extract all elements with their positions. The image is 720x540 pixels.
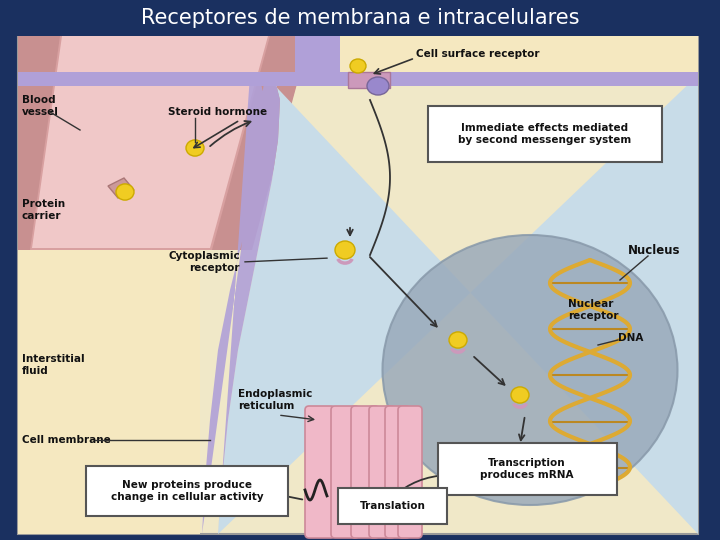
Text: Cell membrane: Cell membrane: [22, 435, 111, 445]
Polygon shape: [212, 36, 310, 250]
Text: DNA: DNA: [618, 333, 644, 343]
Polygon shape: [108, 178, 134, 198]
Polygon shape: [18, 36, 698, 80]
FancyBboxPatch shape: [385, 406, 410, 538]
FancyBboxPatch shape: [398, 406, 422, 538]
FancyBboxPatch shape: [369, 406, 395, 538]
FancyBboxPatch shape: [351, 406, 379, 538]
FancyBboxPatch shape: [0, 0, 720, 36]
Polygon shape: [202, 75, 280, 534]
Text: Protein
carrier: Protein carrier: [22, 199, 65, 221]
Text: Endoplasmic
reticulum: Endoplasmic reticulum: [238, 389, 312, 411]
Text: Blood
vessel: Blood vessel: [22, 95, 59, 117]
Polygon shape: [295, 36, 340, 80]
Ellipse shape: [116, 184, 134, 200]
Text: New proteins produce
change in cellular activity: New proteins produce change in cellular …: [111, 480, 264, 502]
Polygon shape: [32, 36, 268, 248]
Text: Nuclear
receptor: Nuclear receptor: [568, 299, 618, 321]
Ellipse shape: [335, 241, 355, 259]
Text: Receptores de membrana e intracelulares: Receptores de membrana e intracelulares: [140, 8, 580, 28]
Ellipse shape: [350, 59, 366, 73]
Text: Transcription
produces mRNA: Transcription produces mRNA: [480, 458, 574, 480]
Polygon shape: [18, 36, 200, 534]
Polygon shape: [348, 72, 390, 88]
Polygon shape: [18, 72, 698, 86]
Ellipse shape: [449, 332, 467, 348]
FancyBboxPatch shape: [305, 406, 335, 538]
Polygon shape: [18, 36, 310, 250]
FancyBboxPatch shape: [438, 443, 617, 495]
Polygon shape: [218, 75, 698, 534]
Ellipse shape: [367, 77, 389, 95]
FancyBboxPatch shape: [428, 106, 662, 162]
Text: Interstitial
fluid: Interstitial fluid: [22, 354, 85, 376]
FancyBboxPatch shape: [331, 406, 359, 538]
Polygon shape: [18, 36, 60, 250]
Ellipse shape: [382, 235, 678, 505]
Text: Translation: Translation: [360, 501, 426, 511]
Text: Cell surface receptor: Cell surface receptor: [416, 49, 539, 59]
Text: Nucleus: Nucleus: [628, 244, 680, 256]
Ellipse shape: [511, 387, 529, 403]
FancyBboxPatch shape: [338, 488, 447, 524]
Text: Cytoplasmic
receptor: Cytoplasmic receptor: [168, 251, 240, 273]
FancyBboxPatch shape: [86, 466, 288, 516]
Text: Immediate effects mediated
by second messenger system: Immediate effects mediated by second mes…: [459, 123, 631, 145]
FancyBboxPatch shape: [18, 36, 698, 534]
Ellipse shape: [186, 140, 204, 156]
Text: Steroid hormone: Steroid hormone: [168, 107, 267, 117]
